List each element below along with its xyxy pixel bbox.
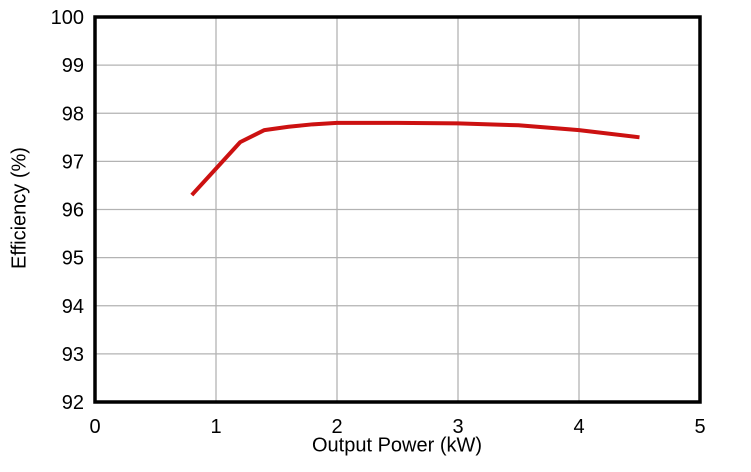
y-axis-title: Efficiency (%) [8, 147, 31, 269]
x-tick-label: 0 [89, 416, 100, 438]
efficiency-curve [190, 120, 640, 197]
plot-frame [93, 15, 702, 404]
y-tick-label: 98 [62, 103, 84, 125]
y-tick-label: 93 [62, 344, 84, 366]
x-tick-label: 5 [694, 416, 705, 438]
y-tick-label: 92 [62, 392, 84, 414]
y-tick-label: 99 [62, 55, 84, 77]
y-tick-label: 96 [62, 200, 84, 222]
y-tick-label: 97 [62, 151, 84, 173]
x-tick-label: 2 [331, 416, 342, 438]
x-tick-label: 1 [210, 416, 221, 438]
x-axis-title: Output Power (kW) [311, 434, 483, 457]
y-tick-label: 95 [62, 248, 84, 270]
y-tick-label: 100 [51, 7, 84, 29]
y-tick-label: 94 [62, 296, 84, 318]
x-tick-label: 4 [573, 416, 584, 438]
x-tick-label: 3 [452, 416, 463, 438]
